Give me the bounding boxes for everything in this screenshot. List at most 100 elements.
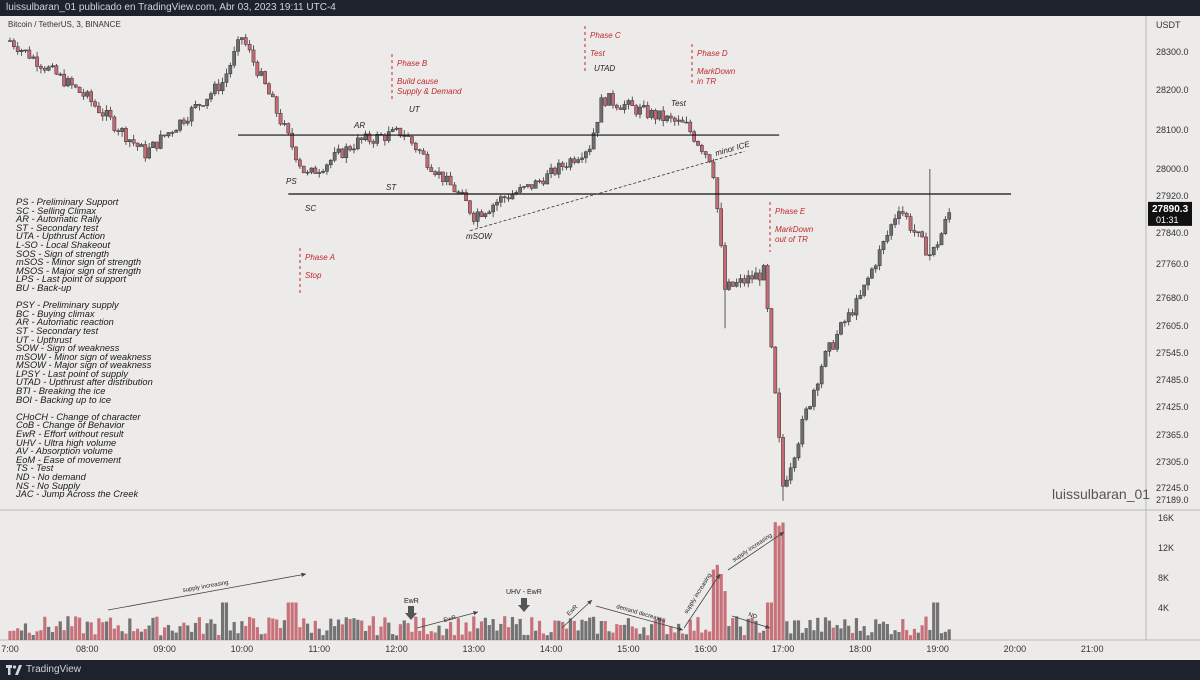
volume-bar [885, 624, 889, 640]
volume-bar [437, 625, 441, 640]
candle-body [804, 408, 809, 420]
candle-body [468, 200, 472, 214]
volume-bar [646, 635, 650, 640]
volume-bar [858, 630, 862, 640]
candle-body [278, 113, 283, 125]
candle-body [448, 175, 453, 186]
candle-body [62, 73, 66, 87]
candle-body [564, 166, 569, 169]
candle-body [328, 159, 333, 166]
candle-body [939, 233, 944, 246]
volume-bar [155, 616, 159, 640]
candle-body [715, 177, 720, 210]
candle-body [499, 196, 503, 203]
candle-body [487, 211, 492, 214]
label-ar: AR [353, 121, 365, 130]
volume-bar [611, 632, 615, 640]
volume-bar [70, 626, 74, 640]
label-st: ST [386, 183, 397, 192]
legend-line: UTAD - Upthrust after distribution [16, 377, 153, 388]
tradingview-brand[interactable]: TradingView [6, 660, 81, 680]
ewr-arrow-2-line [416, 611, 479, 629]
candle-body [491, 204, 495, 213]
volume-bar [820, 631, 824, 640]
candle-body [340, 148, 345, 158]
volume-bar [449, 621, 453, 640]
candle-body [529, 184, 534, 189]
volume-bar [595, 633, 600, 640]
chart-area[interactable]: USDT 28300.0 28200.0 28100.0 28000.0 27920.0 2… [0, 16, 1200, 660]
price-tick-label: 27189.0 [1156, 495, 1189, 505]
volume-bar [723, 591, 727, 640]
candle-body [835, 333, 839, 350]
volume-bar [878, 623, 882, 640]
volume-bar [278, 628, 283, 640]
candle-body [591, 132, 596, 150]
volume-bar [843, 619, 847, 640]
candle-body [560, 162, 565, 168]
candle-body [661, 110, 666, 122]
candle-body [587, 148, 592, 153]
candle-body [839, 322, 843, 335]
volume-bar [139, 631, 144, 640]
volume-bar [592, 616, 596, 640]
candle-body [603, 97, 608, 106]
phase-c-title: Phase C [590, 31, 621, 40]
candle-body [336, 148, 341, 153]
volume-bar [785, 621, 789, 640]
volume-bar [476, 628, 480, 640]
volume-bar [275, 619, 279, 640]
candle-body [294, 146, 298, 161]
volume-bar [186, 625, 190, 640]
candle-body [495, 201, 499, 206]
volume-bar [634, 628, 638, 640]
volume-bar [901, 619, 905, 640]
candle-body [282, 123, 287, 125]
legend-line: AR - Automatic Rally [16, 214, 102, 225]
volume-bar [205, 623, 209, 640]
volume-bar [696, 617, 700, 640]
candle-body [684, 121, 689, 124]
candle-body [580, 157, 584, 160]
volume-bar [568, 618, 573, 640]
volume-bar [707, 631, 712, 640]
label-ps: PS [286, 177, 297, 186]
volume-bar [510, 616, 515, 640]
candle-body [479, 211, 484, 217]
volume-bar [120, 631, 124, 640]
candle-body [386, 131, 391, 141]
volume-bar [700, 632, 704, 640]
volume-bar [491, 619, 495, 640]
candle-body [178, 119, 182, 131]
candle-body [274, 96, 279, 114]
candle-body [332, 152, 337, 161]
volume-bar [271, 618, 275, 640]
candle-body [182, 119, 186, 124]
candle-body [815, 383, 820, 391]
volume-bar [445, 628, 449, 640]
legend-line: LPS - Last point of support [16, 274, 127, 285]
volume-bar [514, 624, 518, 640]
legend-line: NS - No Supply [16, 480, 81, 491]
candle-body [85, 91, 90, 97]
volume-bar [101, 622, 105, 640]
candle-body [785, 479, 789, 487]
volume-bar [220, 602, 225, 640]
price-tick-label: 27760.0 [1156, 259, 1189, 269]
candle-body [50, 65, 55, 68]
volume-bar [727, 626, 731, 640]
candle-body [931, 246, 936, 256]
legend-line: mSOS - Minor sign of strength [16, 257, 142, 268]
volume-bar [638, 633, 642, 640]
candle-body [541, 180, 546, 185]
volume-bar [738, 626, 743, 640]
time-tick-label: 11:00 [308, 644, 330, 654]
chart-canvas[interactable]: USDT 28300.0 28200.0 28100.0 28000.0 27920.0 2… [0, 16, 1200, 660]
volume-bar [367, 625, 372, 640]
volume-bar [402, 620, 406, 640]
candle-body [317, 172, 322, 174]
volume-bar [762, 630, 766, 640]
volume-bar [704, 629, 708, 640]
time-tick-label: 14:00 [540, 644, 563, 654]
candle-body [506, 197, 511, 200]
